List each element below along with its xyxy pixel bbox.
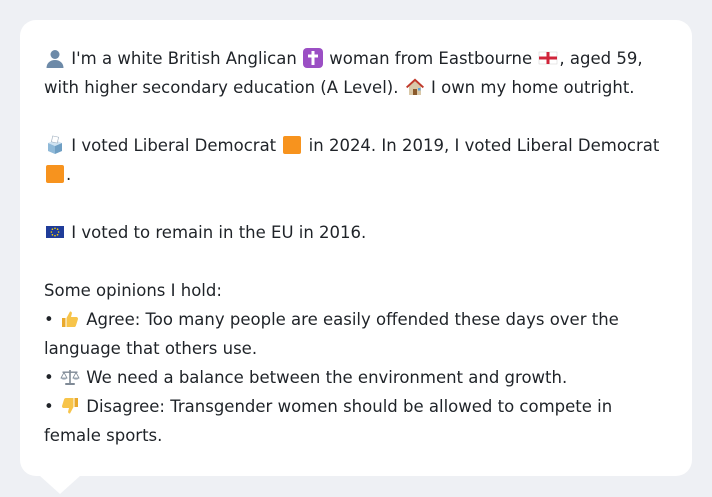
bio-paragraph: I'm a white British Anglican woman from … xyxy=(44,44,668,102)
opinions-heading: Some opinions I hold: xyxy=(44,281,222,300)
orange-square-icon xyxy=(282,135,302,155)
orange-square-icon xyxy=(45,164,65,184)
persona-message-bubble: I'm a white British Anglican woman from … xyxy=(20,20,692,476)
opinion-item-agree: • Agree: Too many people are easily offe… xyxy=(44,305,668,363)
bio-intro-b: woman from Eastbourne xyxy=(329,49,533,68)
votes-text-b: in 2024. In 2019, I voted Liberal Democr… xyxy=(308,136,660,155)
person-silhouette-icon xyxy=(45,48,65,68)
bio-home: I own my home outright. xyxy=(430,78,635,97)
opinion-item-disagree: • Disagree: Transgender women should be … xyxy=(44,392,668,450)
eu-flag-icon xyxy=(45,222,65,242)
opinion-item-balance: • We need a balance between the environm… xyxy=(44,363,668,392)
bullet: • xyxy=(44,368,54,387)
opinion-text-disagree: Disagree: Transgender women should be al… xyxy=(44,397,613,445)
eu-paragraph: I voted to remain in the EU in 2016. xyxy=(44,218,668,247)
bio-intro-a: I'm a white British Anglican xyxy=(71,49,297,68)
eu-text: I voted to remain in the EU in 2016. xyxy=(71,223,367,242)
votes-text-a: I voted Liberal Democrat xyxy=(71,136,277,155)
ballot-box-icon xyxy=(45,135,65,155)
opinion-text-agree: Agree: Too many people are easily offend… xyxy=(44,310,619,358)
votes-text-c: . xyxy=(66,165,72,184)
bio-intro-c: , aged 59, with higher secondary educati… xyxy=(44,49,643,97)
opinion-text-balance: We need a balance between the environmen… xyxy=(86,368,568,387)
bubble-tail xyxy=(40,476,80,494)
balance-scale-icon xyxy=(60,367,80,387)
latin-cross-icon xyxy=(303,48,324,68)
thumbs-up-icon xyxy=(60,309,80,329)
thumbs-down-icon xyxy=(60,396,80,416)
votes-paragraph: I voted Liberal Democrat in 2024. In 201… xyxy=(44,131,668,189)
bullet: • xyxy=(44,397,54,416)
england-flag-icon xyxy=(538,48,558,68)
house-icon xyxy=(405,77,425,97)
bullet: • xyxy=(44,310,54,329)
